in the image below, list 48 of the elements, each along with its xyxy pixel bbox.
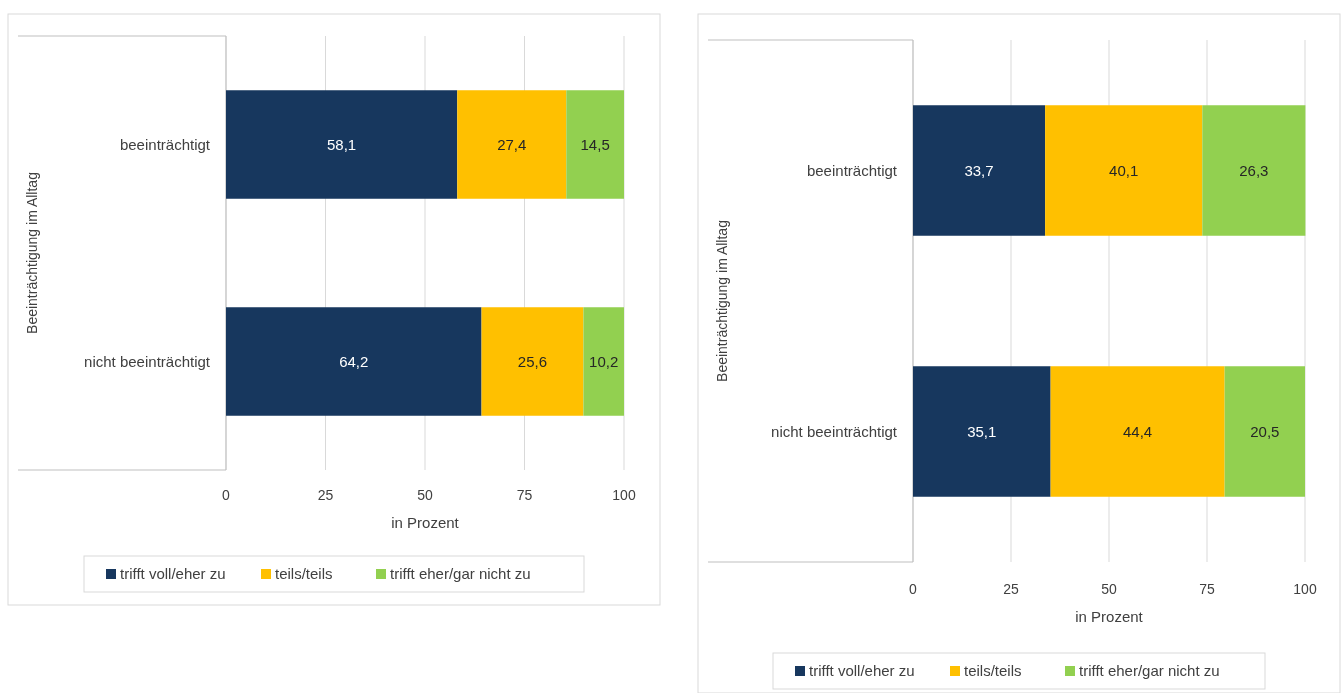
x-axis-title: in Prozent [391,514,460,531]
data-label: 10,2 [589,352,619,370]
y-tick-label: nicht beeinträchtigt [771,422,898,440]
bar [1224,366,1305,497]
x-tick-label: 75 [1199,581,1215,597]
data-label: 25,6 [517,352,548,370]
data-label: 58,1 [327,135,357,153]
y-axis-title: Beeinträchtigung im Alltag [714,220,730,382]
data-label: 44,4 [1123,422,1153,440]
bar [226,90,458,199]
data-label: 20,5 [1250,422,1280,440]
x-tick-label: 50 [1101,581,1117,597]
legend-label: trifft voll/eher zu [809,662,915,680]
legend-label: trifft voll/eher zu [120,565,226,583]
bar [1202,105,1306,236]
legend-label: trifft eher/gar nicht zu [1079,662,1220,680]
x-tick-label: 75 [516,487,533,503]
x-tick-label: 25 [317,487,334,503]
data-label: 40,1 [1109,161,1139,179]
x-tick-label: 50 [417,487,433,503]
data-label: 33,7 [964,161,994,179]
y-tick-label: beeinträchtigt [806,161,898,179]
legend-label: teils/teils [964,662,1022,680]
x-tick-label: 0 [909,581,918,597]
data-label: 64,2 [339,352,369,370]
x-axis-title: in Prozent [1075,608,1144,625]
y-tick-label: nicht beeinträchtigt [84,352,211,370]
data-label: 35,1 [967,422,997,440]
bar [1050,366,1225,497]
legend-label: trifft eher/gar nicht zu [390,565,531,583]
bar [1045,105,1203,236]
bar [913,366,1051,497]
bar [481,307,584,416]
data-label: 27,4 [497,135,527,153]
legend-label: teils/teils [275,565,333,583]
y-tick-label: beeinträchtigt [119,135,211,153]
data-label: 26,3 [1239,161,1269,179]
bar [583,307,624,416]
bar [226,307,482,416]
x-tick-label: 100 [612,487,636,503]
bar [566,90,624,199]
x-tick-label: 100 [1293,581,1317,597]
bar [457,90,567,199]
y-axis-title: Beeinträchtigung im Alltag [24,172,40,334]
data-label: 14,5 [580,135,610,153]
bar [913,105,1046,236]
x-tick-label: 25 [1003,581,1019,597]
x-tick-label: 0 [222,487,231,503]
